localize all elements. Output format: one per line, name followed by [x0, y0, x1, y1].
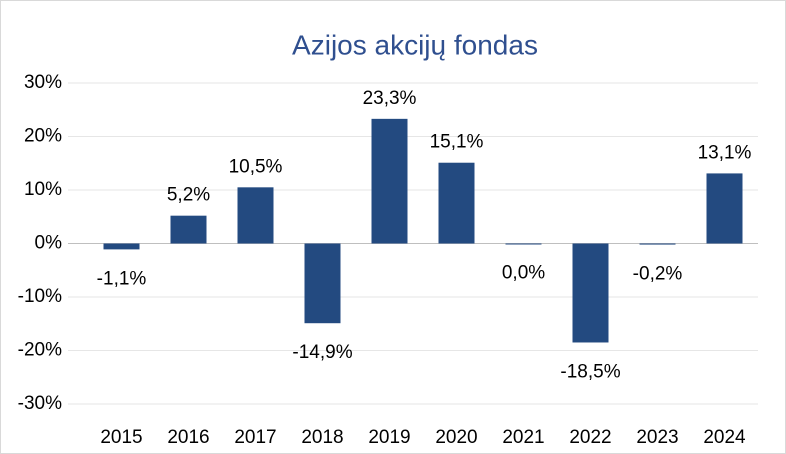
bar [170, 215, 207, 244]
bar [371, 118, 408, 244]
x-tick-label: 2023 [636, 427, 678, 448]
y-tick-label: -30% [18, 393, 62, 414]
data-label: -1,1% [97, 268, 147, 289]
x-tick-label: 2019 [368, 427, 410, 448]
data-label: -18,5% [560, 361, 620, 382]
x-tick-label: 2021 [502, 427, 544, 448]
x-tick-label: 2016 [167, 427, 209, 448]
y-tick-label: 30% [24, 72, 62, 93]
data-label: 13,1% [698, 142, 752, 163]
bar [438, 162, 475, 244]
bar [237, 187, 274, 244]
y-tick-label: 0% [35, 233, 63, 254]
data-label: 10,5% [229, 156, 283, 177]
y-tick-label: -20% [18, 340, 62, 361]
y-tick-label: 10% [24, 179, 62, 200]
bar [639, 243, 676, 245]
data-label: -14,9% [292, 342, 352, 363]
bar [505, 243, 542, 245]
y-tick-label: 20% [24, 126, 62, 147]
x-tick-label: 2024 [703, 427, 746, 448]
y-tick-label: -10% [18, 286, 62, 307]
bar [572, 243, 609, 343]
x-tick-label: 2018 [301, 427, 343, 448]
x-tick-label: 2022 [569, 427, 611, 448]
chart-title: Azijos akcijų fondas [292, 29, 538, 60]
data-label: 5,2% [167, 185, 210, 206]
bar [103, 243, 140, 250]
bar [304, 243, 341, 324]
x-tick-label: 2015 [100, 427, 142, 448]
x-tick-label: 2017 [234, 427, 276, 448]
data-label: 0,0% [502, 263, 545, 284]
bar [706, 173, 743, 244]
data-label: 23,3% [363, 88, 417, 109]
data-label: -0,2% [633, 264, 683, 285]
x-tick-label: 2020 [435, 427, 477, 448]
data-label: 15,1% [430, 132, 484, 153]
